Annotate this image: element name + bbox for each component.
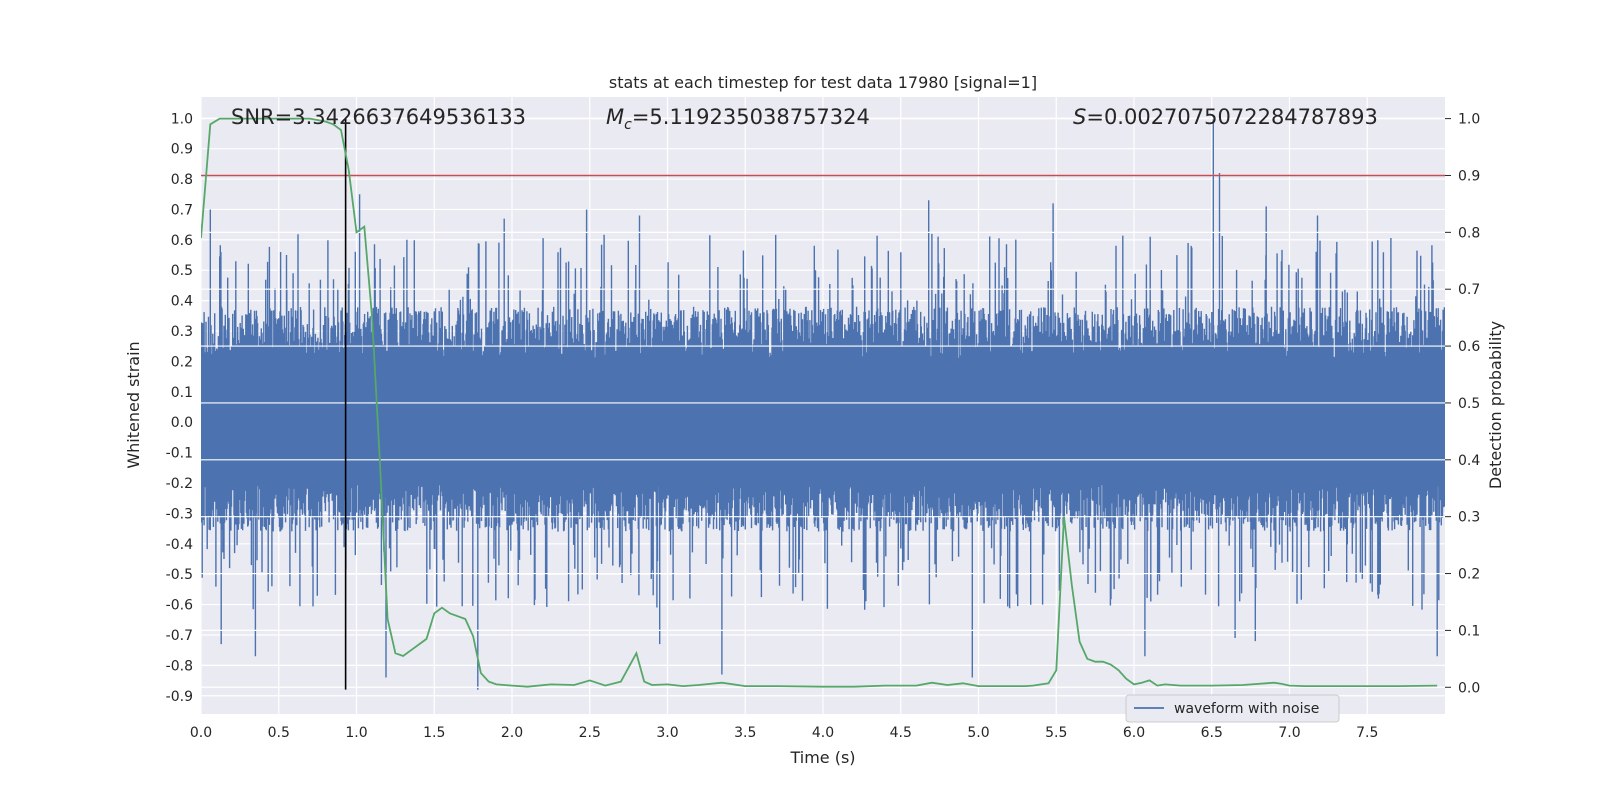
- waveform-line: [201, 118, 1445, 690]
- overlay-series: [201, 117, 1445, 690]
- legend-box: [1125, 694, 1340, 723]
- y2-tick-label: 0.9: [1458, 168, 1480, 184]
- x-tick-label: 0.0: [190, 725, 212, 741]
- x-tick-label: 5.0: [967, 725, 989, 741]
- y-tick-label: 0.8: [171, 172, 193, 188]
- y2-tick-label: 1.0: [1458, 112, 1480, 128]
- y2-tick-label: 0.6: [1458, 339, 1480, 355]
- chirp-mass-subscript: c: [624, 117, 632, 133]
- y-tick-label: -0.9: [166, 689, 193, 705]
- chirp-mass-symbol: M: [606, 105, 624, 129]
- x-tick-label: 1.5: [423, 725, 445, 741]
- x-tick-label: 3.5: [734, 725, 756, 741]
- x-tick-label: 6.5: [1201, 725, 1223, 741]
- y2-tick-label: 0.0: [1458, 680, 1480, 696]
- x-tick-label: 3.0: [656, 725, 678, 741]
- y2-tick-label: 0.3: [1458, 510, 1480, 526]
- y-tick-label: 0.9: [171, 142, 193, 158]
- y2-tick-label: 0.5: [1458, 396, 1480, 412]
- legend-label: waveform with noise: [1174, 701, 1319, 717]
- y-tick-label: 0.7: [171, 202, 193, 218]
- x-tick-label: 2.0: [501, 725, 523, 741]
- x-tick-label: 6.0: [1123, 725, 1145, 741]
- x-tick-label: 2.5: [579, 725, 601, 741]
- x-tick-label: 7.0: [1278, 725, 1300, 741]
- chirp-mass-annotation: Mc=5.119235038757324: [606, 105, 870, 133]
- x-tick-label: 7.5: [1356, 725, 1378, 741]
- y-tick-label: 0.1: [171, 385, 193, 401]
- x-tick-label: 4.5: [890, 725, 912, 741]
- x-tick-label: 5.5: [1045, 725, 1067, 741]
- s-statistic-annotation: S=0.0027075072284787893: [1073, 105, 1378, 129]
- y-tick-label: -0.6: [166, 598, 193, 614]
- s-statistic-value: =0.0027075072284787893: [1086, 105, 1378, 129]
- y2-tick-label: 0.1: [1458, 623, 1480, 639]
- y-tick-label: -0.1: [166, 446, 193, 462]
- y-tick-label: -0.5: [166, 567, 193, 583]
- y-tick-label: -0.2: [166, 476, 193, 492]
- x-axis-label: Time (s): [789, 748, 855, 767]
- y-tick-label: -0.7: [166, 628, 193, 644]
- y-axis-label: Whitened strain: [124, 341, 143, 468]
- x-tick-label: 4.0: [812, 725, 834, 741]
- y-tick-label: 0.4: [171, 294, 193, 310]
- y2-tick-label: 0.4: [1458, 453, 1480, 469]
- y-tick-label: 0.6: [171, 233, 193, 249]
- x-tick-label: 0.5: [268, 725, 290, 741]
- y2-axis-label: Detection probability: [1486, 321, 1505, 489]
- y-tick-label: -0.3: [166, 506, 193, 522]
- y-tick-label: 0.0: [171, 415, 193, 431]
- y2-tick-label: 0.2: [1458, 567, 1480, 583]
- axis-ticks: 0.0 0.5 1.0 1.5 2.0 2.5 3.0 3.5 4.0 4.5 5.0 5.5 6.0 6…: [166, 111, 1481, 741]
- chirp-mass-value: =5.119235038757324: [632, 105, 870, 129]
- y-tick-label: 0.3: [171, 324, 193, 340]
- snr-annotation: SNR=3.3426637649536133: [231, 105, 526, 129]
- y-tick-label: -0.8: [166, 658, 193, 674]
- x-tick-label: 1.0: [345, 725, 367, 741]
- y-tick-label: 0.5: [171, 263, 193, 279]
- y-tick-label: -0.4: [166, 537, 193, 553]
- waveform-series: [201, 118, 1445, 690]
- y-tick-label: 1.0: [171, 111, 193, 127]
- s-statistic-symbol: S: [1073, 105, 1086, 129]
- y2-tick-label: 0.8: [1458, 225, 1480, 241]
- detection-probability-line: [201, 117, 1438, 688]
- y-tick-label: 0.2: [171, 354, 193, 370]
- chart-title: stats at each timestep for test data 179…: [609, 73, 1037, 92]
- legend: waveform with noise: [1125, 694, 1340, 723]
- y2-tick-label: 0.7: [1458, 282, 1480, 298]
